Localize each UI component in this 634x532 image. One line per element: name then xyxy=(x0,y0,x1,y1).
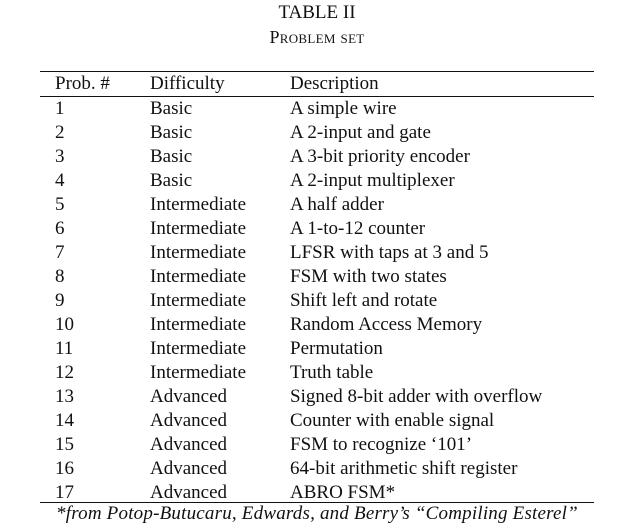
table-caption-number: TABLE II xyxy=(278,2,356,23)
table-bottom-rule xyxy=(40,502,594,503)
cell-prob-number: 1 xyxy=(55,98,65,119)
cell-prob-number: 9 xyxy=(55,290,65,311)
table-row: 5 Intermediate A half adder xyxy=(40,193,594,217)
table-row: 9 Intermediate Shift left and rotate xyxy=(40,289,594,313)
table-row: 4 Basic A 2-input multiplexer xyxy=(40,169,594,193)
cell-difficulty: Intermediate xyxy=(150,314,247,335)
problem-set-table: Prob. # Difficulty Description 1 Basic A s… xyxy=(40,72,594,505)
table-row: 10 Intermediate Random Access Memory xyxy=(40,313,594,337)
column-header-prob-number: Prob. # xyxy=(55,73,110,94)
cell-description: 64-bit arithmetic shift register xyxy=(290,458,518,479)
cell-description: A 2-input and gate xyxy=(290,122,431,143)
table-row: 1 Basic A simple wire xyxy=(40,96,594,121)
table-header-row: Prob. # Difficulty Description xyxy=(40,72,594,96)
table-row: 2 Basic A 2-input and gate xyxy=(40,121,594,145)
table-header-rule xyxy=(40,96,594,97)
column-header-description: Description xyxy=(290,73,379,94)
cell-description: A 2-input multiplexer xyxy=(290,170,455,191)
cell-difficulty: Basic xyxy=(150,146,193,167)
table-row: 6 Intermediate A 1-to-12 counter xyxy=(40,217,594,241)
cell-description: A 3-bit priority encoder xyxy=(290,146,470,167)
column-header-difficulty: Difficulty xyxy=(150,73,225,94)
table-row: 7 Intermediate LFSR with taps at 3 and 5 xyxy=(40,241,594,265)
table-footnote: *from Potop-Butucaru, Edwards, and Berry… xyxy=(56,503,578,524)
cell-difficulty: Basic xyxy=(150,98,193,119)
cell-prob-number: 16 xyxy=(55,458,74,479)
cell-prob-number: 11 xyxy=(55,338,74,359)
table-row: 13 Advanced Signed 8-bit adder with overfl… xyxy=(40,385,594,409)
cell-difficulty: Basic xyxy=(150,170,193,191)
cell-prob-number: 5 xyxy=(55,194,65,215)
cell-difficulty: Intermediate xyxy=(150,242,247,263)
cell-description: A 1-to-12 counter xyxy=(290,218,426,239)
cell-description: Random Access Memory xyxy=(290,314,483,335)
table-row: 3 Basic A 3-bit priority encoder xyxy=(40,145,594,169)
table-row: 14 Advanced Counter with enable signal xyxy=(40,409,594,433)
cell-prob-number: 10 xyxy=(55,314,74,335)
cell-prob-number: 3 xyxy=(55,146,65,167)
cell-prob-number: 6 xyxy=(55,218,65,239)
cell-difficulty: Advanced xyxy=(150,434,228,455)
cell-description: Shift left and rotate xyxy=(290,290,438,311)
cell-description: Permutation xyxy=(290,338,383,359)
cell-prob-number: 13 xyxy=(55,386,74,407)
cell-prob-number: 7 xyxy=(55,242,65,263)
cell-difficulty: Intermediate xyxy=(150,194,247,215)
cell-difficulty: Advanced xyxy=(150,410,228,431)
cell-description: LFSR with taps at 3 and 5 xyxy=(290,242,489,263)
cell-description: A half adder xyxy=(290,194,384,215)
table-caption-title: Problem set xyxy=(269,27,365,47)
cell-prob-number: 12 xyxy=(55,362,74,383)
table-row: 8 Intermediate FSM with two states xyxy=(40,265,594,289)
cell-description: FSM to recognize ‘101’ xyxy=(290,434,473,455)
cell-description: Signed 8-bit adder with overflow xyxy=(290,386,543,407)
table-body: 1 Basic A simple wire 2 Basic A 2-input and g… xyxy=(40,96,594,505)
cell-difficulty: Intermediate xyxy=(150,362,247,383)
cell-prob-number: 17 xyxy=(55,482,74,503)
table-row: 12 Intermediate Truth table xyxy=(40,361,594,385)
cell-difficulty: Basic xyxy=(150,122,193,143)
cell-difficulty: Intermediate xyxy=(150,290,247,311)
table-row: 15 Advanced FSM to recognize ‘101’ xyxy=(40,433,594,457)
table-row: 17 Advanced ABRO FSM* xyxy=(40,481,594,505)
cell-prob-number: 15 xyxy=(55,434,74,455)
cell-prob-number: 2 xyxy=(55,122,65,143)
cell-difficulty: Intermediate xyxy=(150,218,247,239)
cell-description: A simple wire xyxy=(290,98,397,119)
cell-difficulty: Advanced xyxy=(150,482,228,503)
cell-description: ABRO FSM* xyxy=(290,482,396,503)
table-row: 11 Intermediate Permutation xyxy=(40,337,594,361)
cell-prob-number: 8 xyxy=(55,266,65,287)
table-top-rule xyxy=(40,71,594,72)
cell-description: Counter with enable signal xyxy=(290,410,495,431)
cell-description: FSM with two states xyxy=(290,266,447,287)
cell-difficulty: Advanced xyxy=(150,458,228,479)
cell-difficulty: Advanced xyxy=(150,386,228,407)
cell-prob-number: 14 xyxy=(55,410,74,431)
cell-difficulty: Intermediate xyxy=(150,338,247,359)
cell-description: Truth table xyxy=(290,362,374,383)
cell-difficulty: Intermediate xyxy=(150,266,247,287)
table-row: 16 Advanced 64-bit arithmetic shift regist… xyxy=(40,457,594,481)
cell-prob-number: 4 xyxy=(55,170,65,191)
